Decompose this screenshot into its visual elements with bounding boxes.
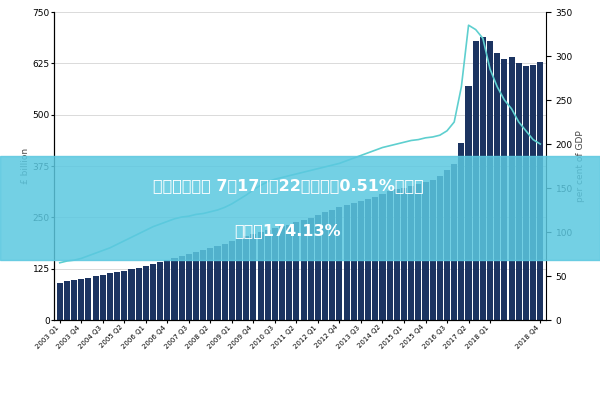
Bar [480, 37, 486, 320]
Bar [214, 246, 221, 320]
Bar [379, 194, 386, 320]
Bar [279, 226, 285, 320]
Bar [172, 258, 178, 320]
Bar [193, 252, 199, 320]
Bar [372, 197, 379, 320]
Bar [64, 281, 70, 320]
Bar [100, 275, 106, 320]
Bar [365, 199, 371, 320]
Bar [257, 232, 263, 320]
Bar [250, 234, 256, 320]
Y-axis label: per cent of GDP: per cent of GDP [576, 130, 585, 202]
Bar [286, 225, 292, 320]
Bar [444, 170, 450, 320]
Bar [487, 41, 493, 320]
Bar [422, 182, 428, 320]
Bar [121, 271, 127, 320]
Bar [236, 239, 242, 320]
Bar [515, 63, 522, 320]
Bar [221, 244, 228, 320]
Bar [293, 222, 299, 320]
Bar [386, 192, 392, 320]
Bar [530, 65, 536, 320]
Bar [502, 59, 508, 320]
Bar [265, 230, 271, 320]
Bar [136, 268, 142, 320]
Bar [473, 41, 479, 320]
Bar [308, 218, 314, 320]
Bar [56, 283, 63, 320]
Bar [451, 164, 457, 320]
Bar [458, 144, 464, 320]
Bar [466, 86, 472, 320]
Bar [107, 273, 113, 320]
Bar [322, 212, 328, 320]
Bar [208, 248, 214, 320]
Bar [150, 264, 156, 320]
Bar [494, 53, 500, 320]
Bar [78, 279, 85, 320]
Bar [114, 272, 120, 320]
Bar [243, 236, 249, 320]
Bar [301, 220, 307, 320]
Text: 杠杆融资利率 7月17日欧22转债下跌0.51%，转股: 杠杆融资利率 7月17日欧22转债下跌0.51%，转股 [152, 178, 424, 193]
Bar [437, 176, 443, 320]
Bar [415, 184, 421, 320]
Bar [358, 201, 364, 320]
Text: 溢价率174.13%: 溢价率174.13% [235, 223, 341, 238]
Bar [143, 266, 149, 320]
Bar [315, 215, 321, 320]
Bar [272, 228, 278, 320]
Bar [394, 190, 400, 320]
Y-axis label: £ billion: £ billion [21, 148, 30, 184]
Bar [128, 270, 134, 320]
Bar [229, 241, 235, 320]
Bar [344, 205, 350, 320]
Bar [186, 254, 192, 320]
Bar [85, 278, 91, 320]
Bar [430, 180, 436, 320]
Bar [329, 210, 335, 320]
Bar [179, 256, 185, 320]
Bar [351, 203, 357, 320]
Bar [401, 188, 407, 320]
Bar [337, 207, 343, 320]
Bar [408, 186, 414, 320]
Bar [71, 280, 77, 320]
Bar [92, 276, 98, 320]
Bar [164, 260, 170, 320]
Bar [509, 57, 515, 320]
Bar [157, 262, 163, 320]
Bar [200, 250, 206, 320]
Bar [523, 66, 529, 320]
Bar [537, 62, 544, 320]
